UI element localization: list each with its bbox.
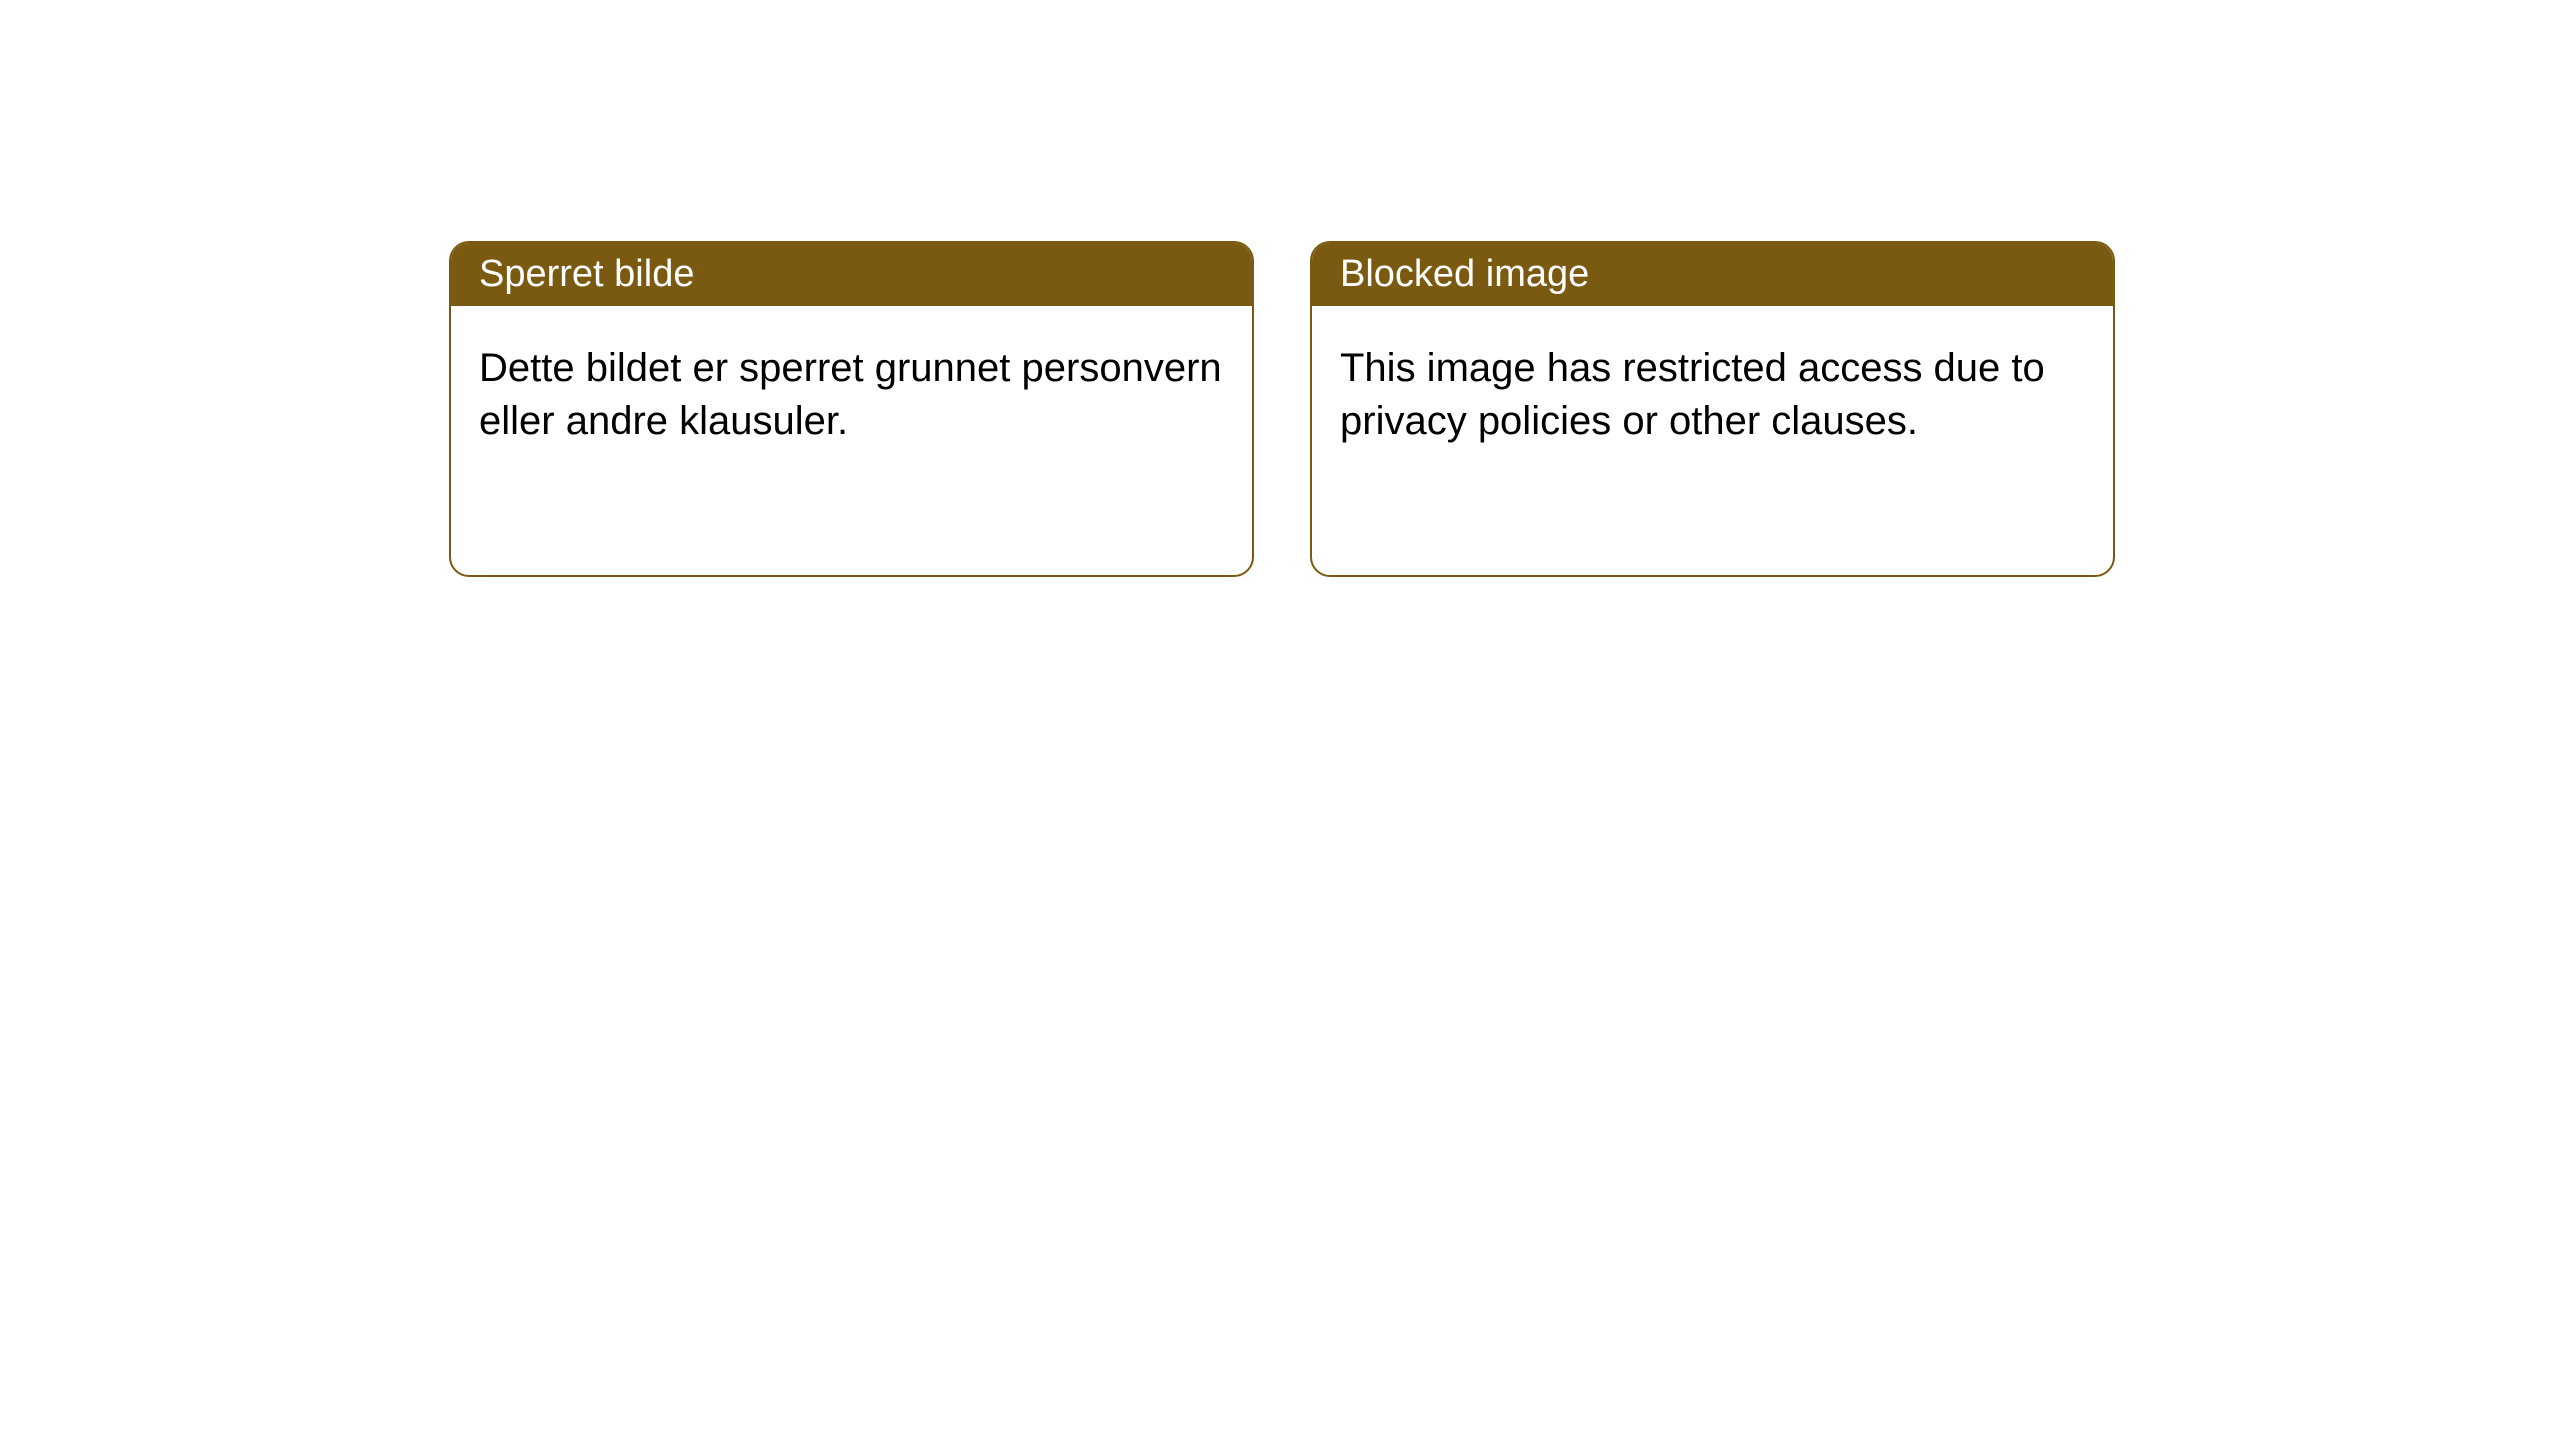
card-header: Sperret bilde xyxy=(451,243,1252,306)
card-header: Blocked image xyxy=(1312,243,2113,306)
card-body: This image has restricted access due to … xyxy=(1312,306,2113,484)
card-body: Dette bildet er sperret grunnet personve… xyxy=(451,306,1252,484)
notice-card-row: Sperret bilde Dette bildet er sperret gr… xyxy=(0,0,2560,577)
notice-card-norwegian: Sperret bilde Dette bildet er sperret gr… xyxy=(449,241,1254,577)
notice-card-english: Blocked image This image has restricted … xyxy=(1310,241,2115,577)
